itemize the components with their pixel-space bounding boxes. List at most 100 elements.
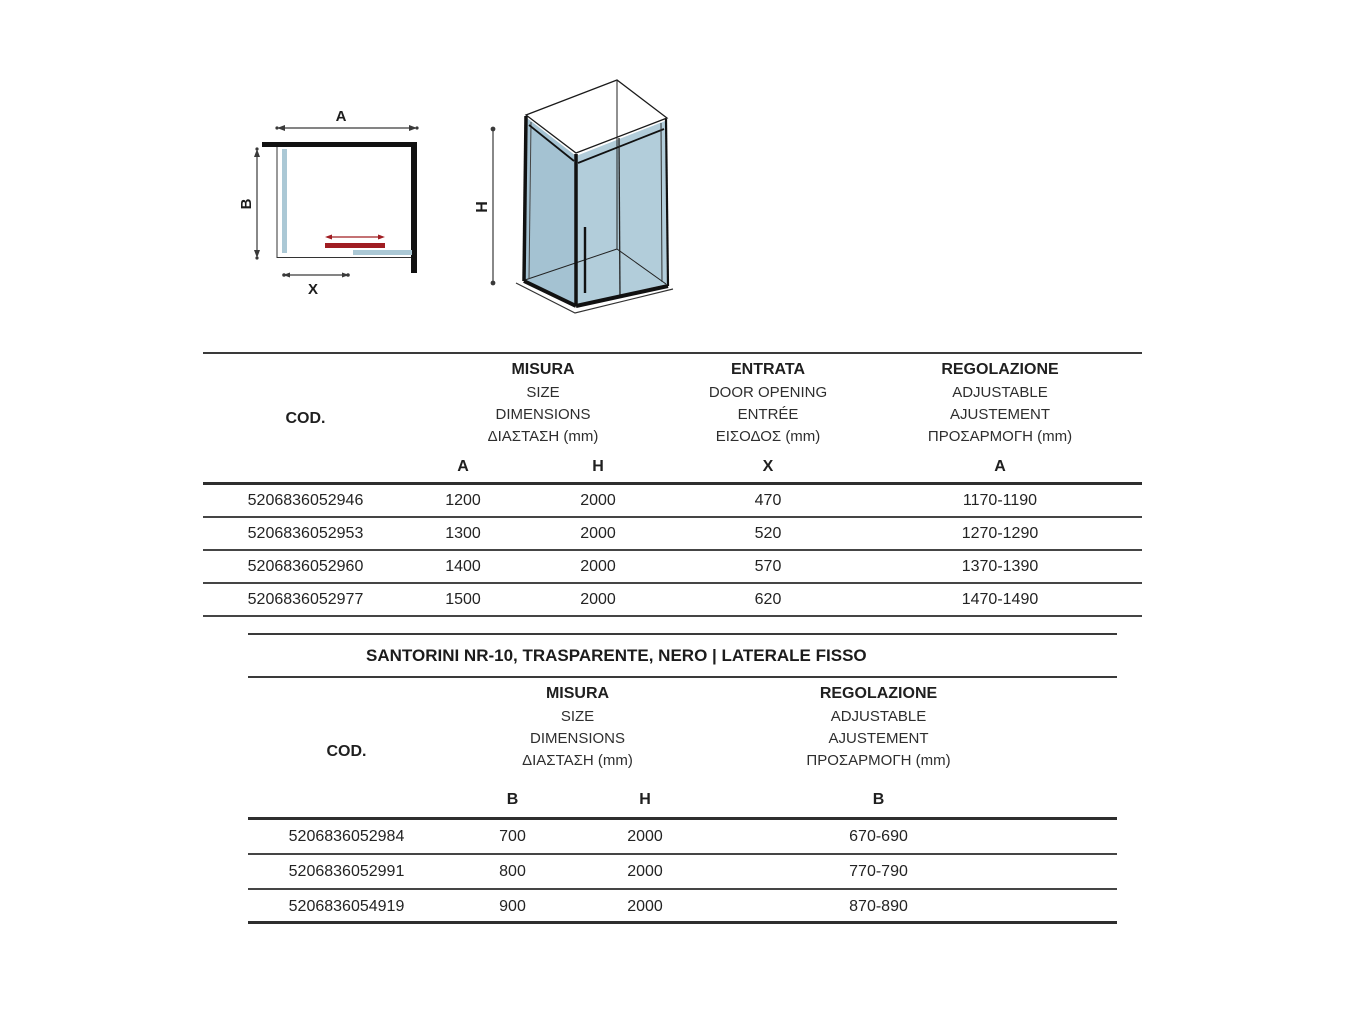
table-row: 5206836052991 800 2000 770-790 xyxy=(248,855,1117,890)
group-subtitle: ΔΙΑΣΤΑΣΗ (mm) xyxy=(522,752,633,769)
table-row: 5206836052953 1300 2000 520 1270-1290 xyxy=(203,518,1142,551)
spacer xyxy=(1047,855,1117,888)
table2-misura-header: MISURA SIZE DIMENSIONS ΔΙΑΣΤΑΣΗ (mm) xyxy=(445,678,710,783)
plan-right-wall xyxy=(411,142,417,273)
group-subtitle: SIZE xyxy=(560,708,595,725)
table-row: 5206836054919 900 2000 870-890 xyxy=(248,890,1117,924)
group-subtitle: ΕΙΣΟΔΟΣ (mm) xyxy=(715,428,821,445)
cod-value: 5206836052977 xyxy=(247,591,364,608)
spacer xyxy=(248,783,445,817)
h-value: 2000 xyxy=(627,898,663,915)
b-value: 700 xyxy=(499,828,526,845)
h-value: 2000 xyxy=(580,591,616,608)
iso-height-label: H xyxy=(474,201,491,213)
x-value: 620 xyxy=(754,591,782,608)
iso-dim-h: H xyxy=(474,126,496,286)
cod-value: 5206836052960 xyxy=(247,558,364,575)
h-value: 2000 xyxy=(627,828,663,845)
iso-top-face xyxy=(524,79,669,154)
group-title: MISURA xyxy=(511,361,575,378)
adj-value: 1470-1490 xyxy=(961,591,1039,608)
x-value: 520 xyxy=(754,525,782,542)
col-header-adj: B xyxy=(872,791,885,808)
adj-value: 870-890 xyxy=(849,898,908,915)
x-value: 470 xyxy=(754,492,782,509)
group-title: REGOLAZIONE xyxy=(819,685,938,702)
side-panel-table: SANTORINI NR-10, TRASPARENTE, NERO | LAT… xyxy=(248,633,1117,924)
iso-front-glass xyxy=(576,121,667,305)
plan-front-glass xyxy=(353,250,412,255)
h-value: 2000 xyxy=(580,558,616,575)
b-value: 900 xyxy=(499,898,526,915)
group-subtitle: SIZE xyxy=(526,384,560,401)
table1-subheader-row: A H X A xyxy=(203,452,1142,485)
table1-regolazione-header: REGOLAZIONE ADJUSTABLE AJUSTEMENT ΠΡΟΣΑΡ… xyxy=(858,354,1142,452)
group-title: ENTRATA xyxy=(730,361,806,378)
plan-top-wall xyxy=(262,142,417,147)
iso-view-diagram: H xyxy=(474,79,674,314)
group-title: MISURA xyxy=(545,685,610,702)
plan-side-glass xyxy=(282,149,287,253)
adj-value: 1170-1190 xyxy=(962,492,1038,509)
table1-cod-header: COD. xyxy=(285,410,326,427)
plan-dim-x: X xyxy=(282,272,350,298)
x-value: 570 xyxy=(754,558,782,575)
spacer xyxy=(1047,678,1117,783)
adj-value: 1370-1390 xyxy=(961,558,1039,575)
col-header-a: A xyxy=(457,458,469,475)
a-value: 1500 xyxy=(445,591,481,608)
spacer xyxy=(1047,890,1117,923)
plan-door-dim xyxy=(325,234,385,240)
plan-dim-b: B xyxy=(238,147,260,260)
col-header-adj: A xyxy=(994,458,1006,475)
table-row: 5206836052984 700 2000 670-690 xyxy=(248,820,1117,855)
cod-value: 5206836054919 xyxy=(288,898,405,915)
group-subtitle: ΠΡΟΣΑΡΜΟΓΗ (mm) xyxy=(927,428,1073,445)
group-subtitle: ΠΡΟΣΑΡΜΟΓΗ (mm) xyxy=(806,752,951,769)
plan-width-label: A xyxy=(336,108,347,125)
group-title: REGOLAZIONE xyxy=(941,361,1059,378)
plan-view-diagram: A B X xyxy=(238,108,419,298)
group-subtitle: AJUSTEMENT xyxy=(949,406,1050,423)
table-row: 5206836052960 1400 2000 570 1370-1390 xyxy=(203,551,1142,584)
table2-header: COD. MISURA SIZE DIMENSIONS ΔΙΑΣΤΑΣΗ (mm… xyxy=(248,678,1117,783)
plan-opening-label: X xyxy=(308,281,318,298)
plan-dim-a: A xyxy=(275,108,419,131)
section2-title: SANTORINI NR-10, TRASPARENTE, NERO | LAT… xyxy=(248,635,1117,678)
iso-tray-lip xyxy=(515,282,674,314)
plan-sliding-door xyxy=(325,243,385,248)
spacer xyxy=(1047,820,1117,853)
cod-value: 5206836052953 xyxy=(247,525,364,542)
table-row: 5206836052977 1500 2000 620 1470-1490 xyxy=(203,584,1142,617)
b-value: 800 xyxy=(499,863,526,880)
plan-depth-label: B xyxy=(238,198,255,209)
group-subtitle: ΔΙΑΣΤΑΣΗ (mm) xyxy=(487,428,599,445)
table2-cod-header: COD. xyxy=(326,743,367,760)
spacer xyxy=(1047,783,1117,817)
table2-subheader-row: B H B xyxy=(248,783,1117,820)
col-header-b: B xyxy=(506,791,519,808)
table1-misura-header: MISURA SIZE DIMENSIONS ΔΙΑΣΤΑΣΗ (mm) xyxy=(408,354,678,452)
col-header-x: X xyxy=(762,458,774,475)
col-header-h: H xyxy=(639,791,651,808)
adj-value: 1270-1290 xyxy=(961,525,1039,542)
adj-value: 770-790 xyxy=(849,863,908,880)
group-subtitle: AJUSTEMENT xyxy=(828,730,929,747)
dimensions-table: COD. MISURA SIZE DIMENSIONS ΔΙΑΣΤΑΣΗ (mm… xyxy=(203,352,1142,617)
h-value: 2000 xyxy=(580,525,616,542)
adj-value: 670-690 xyxy=(849,828,908,845)
iso-back-edges xyxy=(524,81,667,285)
group-subtitle: ADJUSTABLE xyxy=(830,708,927,725)
cod-value: 5206836052984 xyxy=(288,828,405,845)
a-value: 1400 xyxy=(445,558,481,575)
a-value: 1300 xyxy=(445,525,481,542)
group-subtitle: ADJUSTABLE xyxy=(952,384,1048,401)
group-subtitle: DOOR OPENING xyxy=(708,384,828,401)
group-subtitle: ENTRÉE xyxy=(737,406,799,423)
col-header-h: H xyxy=(592,458,604,475)
group-subtitle: DIMENSIONS xyxy=(529,730,625,747)
cod-value: 5206836052946 xyxy=(247,492,364,509)
spacer xyxy=(203,452,408,482)
table1-header: COD. MISURA SIZE DIMENSIONS ΔΙΑΣΤΑΣΗ (mm… xyxy=(203,354,1142,452)
table1-entrata-header: ENTRATA DOOR OPENING ENTRÉE ΕΙΣΟΔΟΣ (mm) xyxy=(678,354,858,452)
